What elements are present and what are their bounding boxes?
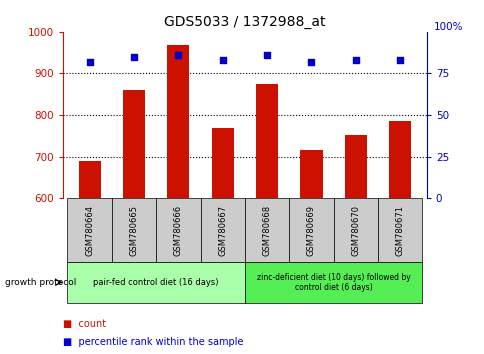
Bar <box>200 198 244 262</box>
Text: ■  count: ■ count <box>63 319 106 329</box>
Bar <box>67 198 112 262</box>
Bar <box>256 84 278 198</box>
Point <box>263 52 271 58</box>
Text: zinc-deficient diet (10 days) followed by
control diet (6 days): zinc-deficient diet (10 days) followed b… <box>256 273 409 292</box>
Text: GSM780667: GSM780667 <box>218 205 227 256</box>
Bar <box>377 198 422 262</box>
Bar <box>288 198 333 262</box>
Text: growth protocol: growth protocol <box>5 278 76 287</box>
Bar <box>300 150 322 198</box>
Point <box>307 59 315 65</box>
Text: ■  percentile rank within the sample: ■ percentile rank within the sample <box>63 337 243 347</box>
Text: GSM780670: GSM780670 <box>350 205 360 256</box>
Text: GSM780669: GSM780669 <box>306 205 315 256</box>
Text: 100%: 100% <box>433 22 463 32</box>
Point <box>130 54 137 59</box>
Bar <box>167 45 189 198</box>
Bar <box>67 262 244 303</box>
Title: GDS5033 / 1372988_at: GDS5033 / 1372988_at <box>164 16 325 29</box>
Text: GSM780664: GSM780664 <box>85 205 94 256</box>
Point <box>218 57 226 63</box>
Point <box>86 59 93 65</box>
Bar <box>122 90 145 198</box>
Bar <box>112 198 156 262</box>
Bar <box>211 127 233 198</box>
Bar <box>333 198 377 262</box>
Text: GSM780665: GSM780665 <box>129 205 138 256</box>
Bar <box>156 198 200 262</box>
Point <box>174 52 182 58</box>
Text: pair-fed control diet (16 days): pair-fed control diet (16 days) <box>93 278 218 287</box>
Bar <box>244 198 288 262</box>
Bar <box>244 262 422 303</box>
Point <box>395 57 403 63</box>
Text: GSM780666: GSM780666 <box>174 205 182 256</box>
Bar <box>78 161 101 198</box>
Text: GSM780671: GSM780671 <box>395 205 404 256</box>
Point <box>351 57 359 63</box>
Text: GSM780668: GSM780668 <box>262 205 271 256</box>
Bar <box>388 121 410 198</box>
Bar <box>344 135 366 198</box>
